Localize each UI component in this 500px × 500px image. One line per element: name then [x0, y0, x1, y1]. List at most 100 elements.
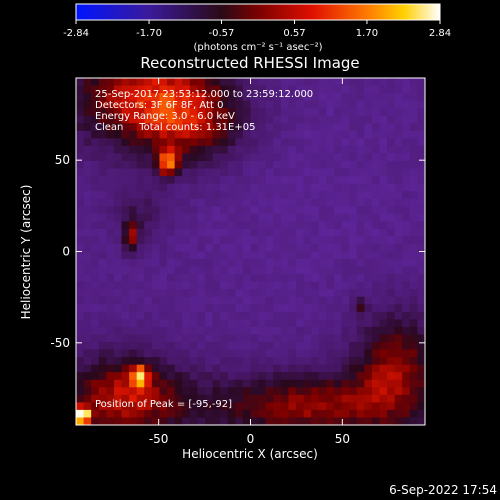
heatmap-cell	[265, 394, 274, 403]
heatmap-cell	[326, 243, 335, 252]
heatmap-cell	[371, 108, 380, 117]
heatmap-cell	[91, 387, 100, 396]
heatmap-cell	[83, 130, 92, 139]
heatmap-cell	[273, 296, 282, 305]
heatmap-cell	[303, 364, 312, 373]
heatmap-cell	[379, 387, 388, 396]
heatmap-cell	[318, 342, 327, 350]
heatmap-cell	[106, 342, 115, 350]
heatmap-cell	[129, 85, 138, 94]
heatmap-cell	[144, 334, 153, 343]
heatmap-cell	[379, 364, 388, 373]
heatmap-cell	[189, 274, 198, 283]
heatmap-cell	[402, 191, 411, 200]
heatmap-cell	[280, 183, 289, 192]
heatmap-cell	[204, 108, 213, 117]
heatmap-cell	[394, 417, 403, 425]
heatmap-cell	[356, 198, 365, 207]
heatmap-cell	[76, 259, 84, 267]
heatmap-cell	[113, 160, 122, 169]
heatmap-cell	[250, 85, 259, 94]
heatmap-cell	[227, 417, 236, 425]
heatmap-cell	[227, 334, 236, 343]
heatmap-cell	[265, 123, 274, 132]
heatmap-cell	[220, 160, 229, 169]
heatmap-cell	[364, 296, 373, 305]
heatmap-cell	[356, 138, 365, 147]
heatmap-cell	[417, 243, 425, 252]
heatmap-cell	[242, 100, 251, 109]
heatmap-cell	[204, 191, 213, 200]
heatmap-cell	[387, 349, 396, 358]
heatmap-cell	[121, 78, 130, 86]
heatmap-cell	[83, 153, 92, 162]
heatmap-cell	[197, 409, 206, 418]
heatmap-cell	[417, 402, 425, 411]
heatmap-cell	[121, 266, 130, 275]
heatmap-cell	[159, 191, 168, 200]
heatmap-cell	[394, 115, 403, 124]
heatmap-cell	[387, 243, 396, 252]
heatmap-cell	[174, 236, 183, 245]
heatmap-cell	[106, 93, 115, 102]
colorbar-tick-label: 2.84	[429, 28, 451, 39]
heatmap-cell	[129, 289, 138, 298]
heatmap-cell	[136, 266, 145, 275]
heatmap-cell	[296, 394, 305, 403]
heatmap-cell	[235, 266, 244, 275]
heatmap-cell	[371, 78, 380, 86]
heatmap-cell	[341, 289, 350, 298]
heatmap-cell	[98, 342, 107, 350]
heatmap-cell	[273, 311, 282, 320]
heatmap-cell	[273, 168, 282, 177]
heatmap-cell	[250, 349, 259, 358]
heatmap-cell	[98, 281, 107, 290]
heatmap-cell	[296, 326, 305, 335]
heatmap-cell	[189, 266, 198, 275]
heatmap-cell	[364, 259, 373, 267]
heatmap-cell	[296, 130, 305, 139]
heatmap-cell	[98, 387, 107, 396]
heatmap-cell	[371, 259, 380, 267]
heatmap-cell	[356, 191, 365, 200]
heatmap-cell	[91, 108, 100, 117]
heatmap-cell	[121, 364, 130, 373]
heatmap-cell	[98, 379, 107, 388]
heatmap-cell	[83, 387, 92, 396]
heatmap-cell	[83, 145, 92, 154]
heatmap-cell	[379, 357, 388, 366]
heatmap-cell	[265, 93, 274, 102]
heatmap-cell	[76, 100, 84, 109]
heatmap-cell	[106, 213, 115, 222]
heatmap-cell	[136, 108, 145, 117]
heatmap-cell	[76, 183, 84, 192]
heatmap-cell	[212, 281, 221, 290]
heatmap-cell	[197, 108, 206, 117]
heatmap-cell	[129, 326, 138, 335]
heatmap-cell	[159, 93, 168, 102]
heatmap-cell	[402, 213, 411, 222]
heatmap-cell	[98, 191, 107, 200]
heatmap-cell	[356, 251, 365, 260]
heatmap-cell	[151, 130, 160, 139]
heatmap-cell	[242, 236, 251, 245]
heatmap-cell	[273, 176, 282, 185]
heatmap-cell	[121, 409, 130, 418]
heatmap-cell	[326, 251, 335, 260]
heatmap-cell	[318, 326, 327, 335]
heatmap-cell	[311, 243, 320, 252]
heatmap-cell	[76, 372, 84, 381]
heatmap-cell	[167, 198, 176, 207]
heatmap-cell	[212, 100, 221, 109]
heatmap-cell	[197, 326, 206, 335]
heatmap-cell	[387, 379, 396, 388]
heatmap-cell	[349, 296, 358, 305]
heatmap-cell	[273, 78, 282, 86]
heatmap-cell	[151, 326, 160, 335]
heatmap-cell	[273, 259, 282, 267]
heatmap-cell	[121, 319, 130, 328]
heatmap-cell	[387, 115, 396, 124]
heatmap-cell	[220, 342, 229, 350]
heatmap-cell	[402, 304, 411, 313]
